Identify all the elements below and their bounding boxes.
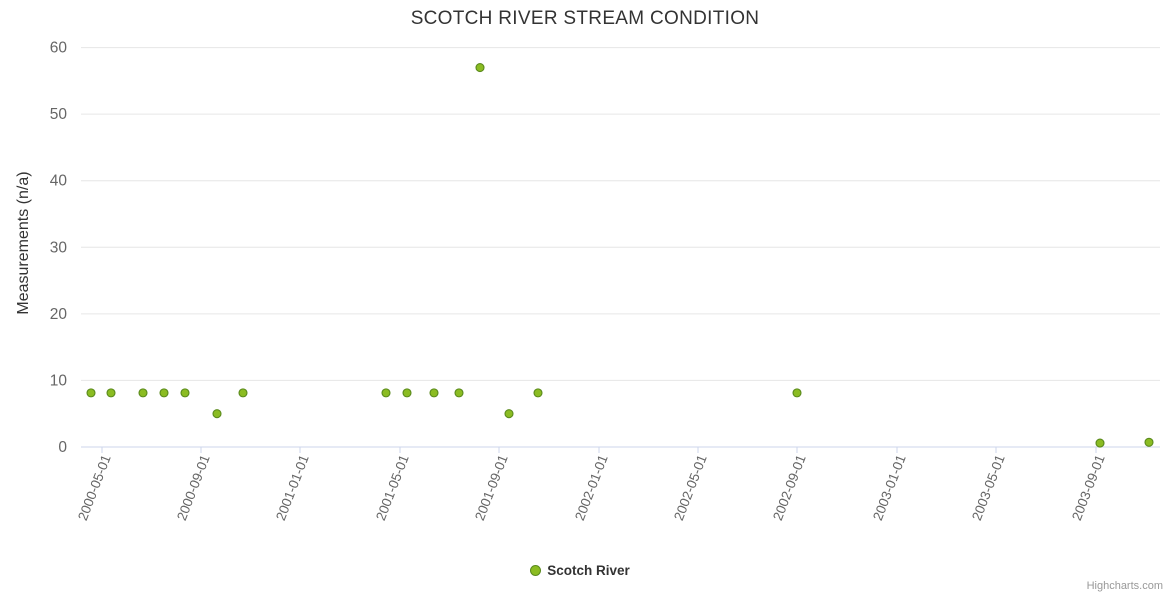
svg-text:2000-09-01: 2000-09-01 xyxy=(174,453,213,523)
svg-text:2002-05-01: 2002-05-01 xyxy=(671,453,710,523)
svg-text:10: 10 xyxy=(50,372,68,389)
svg-text:2001-09-01: 2001-09-01 xyxy=(472,453,511,523)
svg-text:50: 50 xyxy=(50,106,68,123)
svg-text:20: 20 xyxy=(50,306,68,323)
svg-text:2001-05-01: 2001-05-01 xyxy=(373,453,412,523)
svg-text:2002-09-01: 2002-09-01 xyxy=(770,453,809,523)
svg-text:2003-01-01: 2003-01-01 xyxy=(870,453,909,523)
svg-text:2001-01-01: 2001-01-01 xyxy=(273,453,312,523)
svg-text:2000-05-01: 2000-05-01 xyxy=(75,453,114,523)
svg-text:60: 60 xyxy=(50,40,68,57)
svg-text:2002-01-01: 2002-01-01 xyxy=(572,453,611,523)
svg-text:2003-09-01: 2003-09-01 xyxy=(1069,453,1108,523)
svg-text:40: 40 xyxy=(50,173,68,190)
svg-text:2003-05-01: 2003-05-01 xyxy=(969,453,1008,523)
svg-text:0: 0 xyxy=(58,439,67,456)
svg-text:30: 30 xyxy=(50,239,68,256)
